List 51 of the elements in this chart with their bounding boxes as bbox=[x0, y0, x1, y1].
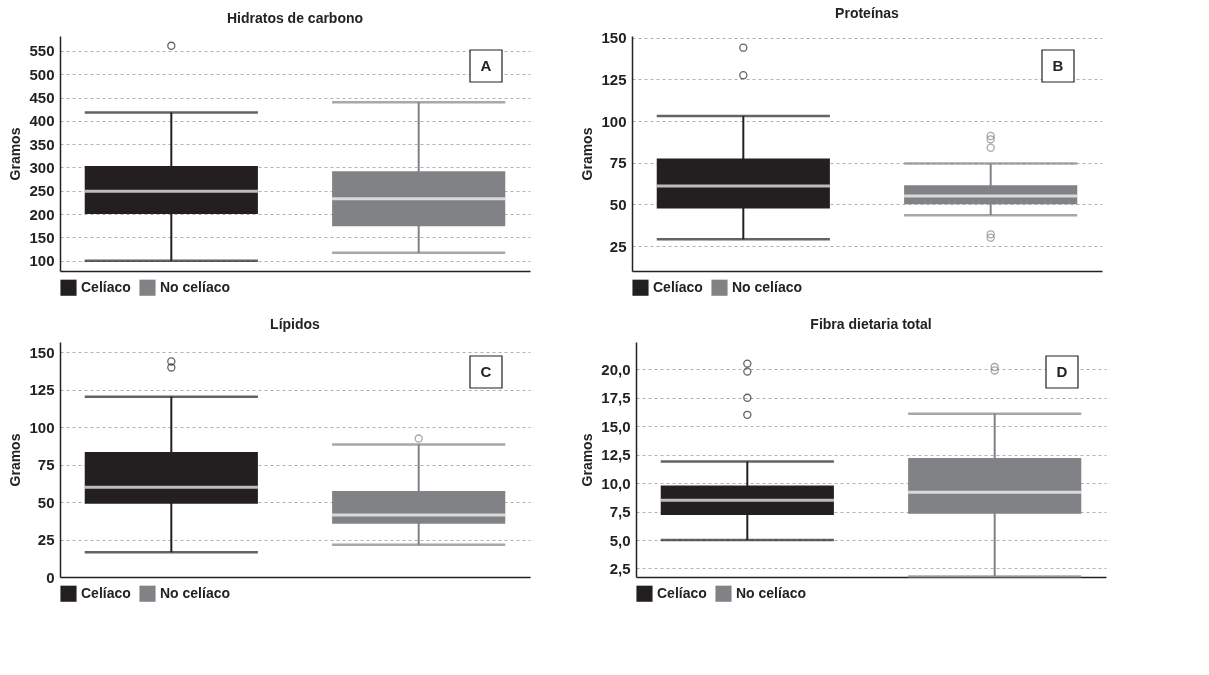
legend-label: Celíaco bbox=[657, 584, 707, 601]
legend-label: No celíaco bbox=[160, 584, 231, 601]
y-tick-label: 15,0 bbox=[601, 417, 631, 435]
legend-label: Celíaco bbox=[81, 278, 131, 295]
y-tick-label: 17,5 bbox=[601, 389, 631, 407]
y-tick-label: 50 bbox=[37, 493, 55, 511]
y-tick-label: 5,0 bbox=[609, 531, 631, 549]
y-tick-label: 200 bbox=[29, 205, 55, 223]
y-tick-label: 10,0 bbox=[601, 474, 631, 492]
y-tick-label: 150 bbox=[29, 343, 55, 361]
y-axis-title: Gramos bbox=[7, 127, 24, 181]
y-tick-label: 100 bbox=[29, 418, 55, 436]
y-axis-title: Gramos bbox=[579, 127, 596, 181]
legend-label: No celíaco bbox=[732, 278, 803, 295]
y-tick-label: 300 bbox=[29, 158, 55, 176]
y-tick-label: 125 bbox=[29, 381, 55, 399]
y-tick-label: 20,0 bbox=[601, 360, 631, 378]
y-tick-label: 250 bbox=[29, 182, 55, 200]
chart-title: Lípidos bbox=[270, 316, 321, 332]
y-tick-label: 75 bbox=[609, 154, 627, 172]
y-tick-label: 0 bbox=[46, 568, 55, 586]
y-tick-label: 350 bbox=[29, 135, 55, 153]
y-tick-label: 400 bbox=[29, 112, 55, 130]
y-tick-label: 125 bbox=[601, 70, 627, 88]
chart-title: Hidratos de carbono bbox=[226, 10, 364, 26]
y-tick-label: 100 bbox=[29, 252, 55, 270]
legend-label: Celíaco bbox=[81, 584, 131, 601]
annotation: C bbox=[480, 363, 492, 380]
y-tick-label: 50 bbox=[609, 195, 627, 213]
chart-title: Proteínas bbox=[835, 4, 900, 21]
chart-title: Fibra dietaria total bbox=[810, 316, 932, 332]
y-tick-label: 25 bbox=[609, 237, 627, 255]
y-tick-label: 12,5 bbox=[601, 446, 631, 464]
y-axis-title: Gramos bbox=[7, 433, 24, 487]
annotation: B bbox=[1052, 57, 1064, 74]
legend-label: No celíaco bbox=[160, 278, 231, 295]
y-tick-label: 75 bbox=[37, 456, 55, 474]
annotation: D bbox=[1056, 363, 1068, 380]
y-tick-label: 550 bbox=[29, 42, 55, 60]
y-tick-label: 7,5 bbox=[609, 503, 631, 521]
y-tick-label: 150 bbox=[601, 29, 627, 47]
legend-label: Celíaco bbox=[653, 278, 703, 295]
legend-label: No celíaco bbox=[736, 584, 807, 601]
y-tick-label: 450 bbox=[29, 89, 55, 107]
y-tick-label: 500 bbox=[29, 65, 55, 83]
y-axis-title: Gramos bbox=[579, 433, 596, 487]
y-tick-label: 100 bbox=[601, 112, 627, 130]
y-tick-label: 150 bbox=[29, 228, 55, 246]
annotation: A bbox=[480, 57, 492, 74]
y-tick-label: 2,5 bbox=[609, 559, 631, 577]
y-tick-label: 25 bbox=[37, 531, 55, 549]
